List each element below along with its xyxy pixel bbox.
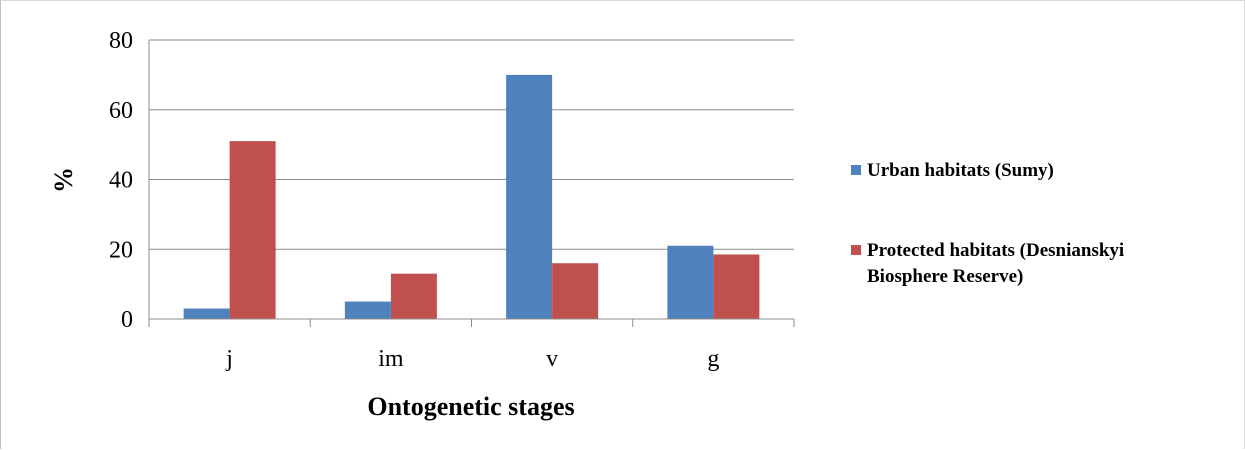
bar-urban-v [506, 74, 553, 319]
y-tick-label: 40 [109, 168, 133, 194]
legend-swatch [851, 245, 861, 255]
y-tick-labels: 0 20 40 60 80 [109, 28, 133, 333]
x-axis-title: Ontogenetic stages [367, 392, 574, 421]
x-tick-label: j [225, 346, 233, 372]
x-tick-label: g [707, 346, 719, 372]
legend-label: Urban habitats (Sumy) [867, 160, 1054, 181]
y-tick-label: 20 [109, 237, 133, 263]
bar-protected-g [713, 254, 760, 319]
y-tick-label: 60 [109, 98, 133, 124]
x-tick-labels: j im v g [225, 346, 719, 372]
legend-swatch [851, 165, 861, 175]
x-tick-label: im [378, 346, 404, 372]
y-tick-label: 0 [121, 307, 133, 333]
legend: Urban habitats (Sumy) Protected habitats … [851, 160, 1124, 287]
legend-label: Biosphere Reserve) [867, 266, 1023, 287]
bar-protected-im [390, 273, 437, 319]
legend-label: Protected habitats (Desnianskyi [867, 240, 1124, 261]
bar-urban-j [183, 308, 230, 319]
axes [148, 40, 795, 327]
bar-protected-v [552, 263, 599, 319]
bar-protected-j [229, 141, 276, 319]
y-axis-title: % [49, 167, 78, 193]
y-tick-label: 80 [109, 28, 133, 54]
bar-urban-im [344, 301, 391, 319]
bar-urban-g [667, 245, 714, 319]
x-tick-label: v [546, 346, 558, 372]
bars [183, 74, 760, 319]
